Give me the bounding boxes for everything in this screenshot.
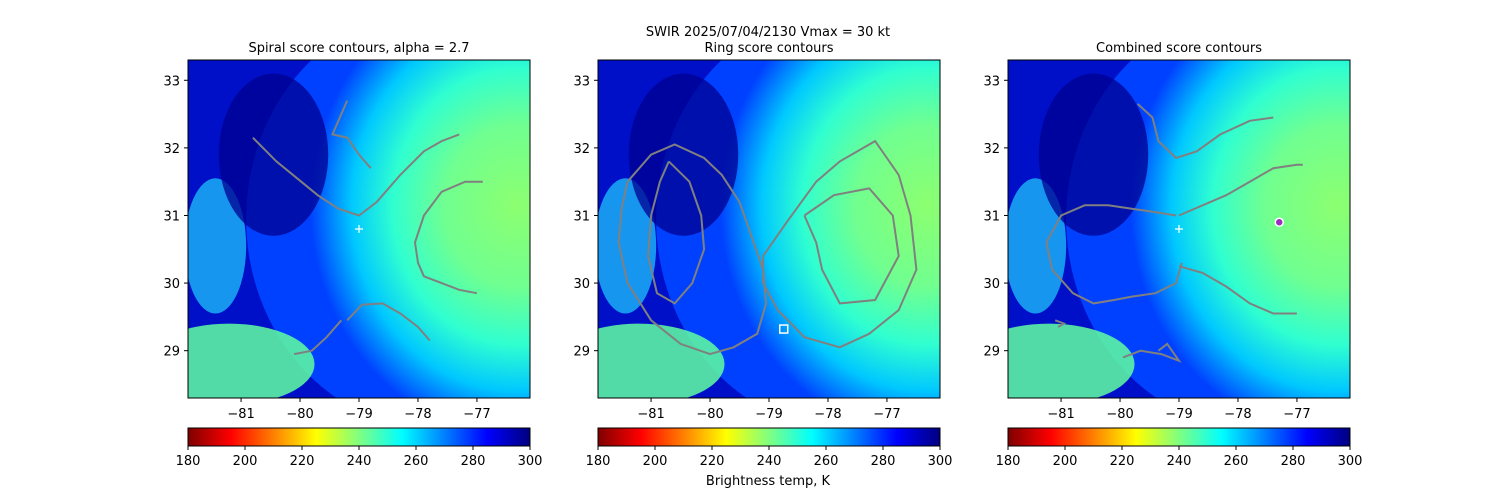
y-tick-label: 31	[163, 209, 180, 224]
colorbar-tick-label: 220	[700, 454, 725, 469]
x-tick-label: −81	[227, 407, 254, 422]
x-tick-label: −79	[755, 407, 782, 422]
colorbar-tick-label: 260	[404, 454, 429, 469]
colorbar-tick-label: 180	[176, 454, 201, 469]
score-contour	[1122, 342, 1182, 363]
score-contour	[617, 143, 768, 356]
colorbar-tick-label: 200	[233, 454, 258, 469]
x-tick-label: −77	[1283, 407, 1310, 422]
colorbar-tick-label: 220	[290, 454, 315, 469]
colorbar-tick-label: 180	[586, 454, 611, 469]
x-tick-label: −80	[286, 407, 313, 422]
y-tick-label: 30	[983, 277, 1000, 292]
panel-title: Spiral score contours, alpha = 2.7	[248, 41, 469, 56]
y-tick-label: 32	[163, 142, 180, 157]
colorbar-tick-label: 200	[1053, 454, 1078, 469]
y-tick-label: 31	[983, 209, 1000, 224]
x-tick-label: −81	[1047, 407, 1074, 422]
center-circle-marker	[1274, 217, 1284, 227]
colorbar-tick-label: 300	[518, 454, 543, 469]
score-contour	[1137, 103, 1274, 160]
score-contour	[647, 160, 706, 305]
panel-1: Spiral score contours, alpha = 2.7 −81 −80…	[163, 41, 543, 469]
center-square-marker	[778, 324, 789, 334]
x-tick-label: −78	[1224, 407, 1251, 422]
brightness-field	[188, 60, 530, 398]
brightness-field	[1008, 60, 1350, 398]
colorbar-tick-label: 280	[871, 454, 896, 469]
center-plus-marker	[355, 225, 363, 233]
colorbar-tick-label: 280	[1281, 454, 1306, 469]
y-tick-label: 31	[573, 209, 590, 224]
colorbar-tick-label: 300	[928, 454, 953, 469]
colorbar-tick-label: 220	[1110, 454, 1135, 469]
y-tick-label: 29	[573, 345, 590, 360]
score-contour	[1178, 265, 1297, 315]
colorbar-tick-label: 240	[1167, 454, 1192, 469]
colorbar-tick-label: 240	[757, 454, 782, 469]
panel-title: Combined score contours	[1096, 41, 1262, 56]
y-tick-label: 32	[983, 142, 1000, 157]
colorbar-tick-label: 240	[347, 454, 372, 469]
y-tick-label: 32	[573, 142, 590, 157]
panel-3: Combined score contours −81 −80 −79 −78 −77 29…	[983, 41, 1363, 469]
y-tick-label: 33	[163, 74, 180, 89]
colorbar	[187, 427, 531, 447]
colorbar-tick-label: 200	[643, 454, 668, 469]
score-contour	[1045, 204, 1183, 305]
panel-2: Ring score contours −81 −80 −79 −78 −77 29 30 31…	[573, 41, 953, 469]
x-tick-label: −77	[873, 407, 900, 422]
colorbar-tick-label: 180	[996, 454, 1021, 469]
y-tick-label: 33	[573, 74, 590, 89]
score-contour	[413, 180, 483, 295]
center-plus-marker	[1175, 225, 1183, 233]
colorbar-tick-label: 260	[814, 454, 839, 469]
score-contour	[346, 302, 431, 342]
figure-suptitle: SWIR 2025/07/04/2130 Vmax = 30 kt	[646, 25, 890, 40]
colorbar	[597, 427, 941, 447]
colorbar-tick-label: 300	[1338, 454, 1363, 469]
brightness-field	[598, 60, 940, 398]
score-contour	[252, 133, 460, 217]
panel-title: Ring score contours	[704, 41, 833, 56]
colorbar-tick-label: 260	[1224, 454, 1249, 469]
score-contour	[1054, 319, 1067, 328]
x-tick-label: −80	[1106, 407, 1133, 422]
x-tick-label: −81	[637, 407, 664, 422]
y-tick-label: 30	[573, 277, 590, 292]
score-contour	[331, 100, 372, 169]
score-contour	[762, 139, 918, 349]
y-tick-label: 30	[163, 277, 180, 292]
colorbar-tick-label: 280	[461, 454, 486, 469]
x-tick-label: −78	[404, 407, 431, 422]
x-tick-label: −79	[1165, 407, 1192, 422]
y-tick-label: 29	[163, 345, 180, 360]
colorbar-label: Brightness temp, K	[706, 474, 831, 489]
y-tick-label: 33	[983, 74, 1000, 89]
x-tick-label: −80	[696, 407, 723, 422]
colorbar	[1007, 427, 1351, 447]
score-contour	[1178, 163, 1303, 217]
score-contour	[803, 187, 900, 305]
x-tick-label: −79	[345, 407, 372, 422]
score-contour	[293, 319, 343, 356]
y-tick-label: 29	[983, 345, 1000, 360]
x-tick-label: −78	[814, 407, 841, 422]
x-tick-label: −77	[463, 407, 490, 422]
